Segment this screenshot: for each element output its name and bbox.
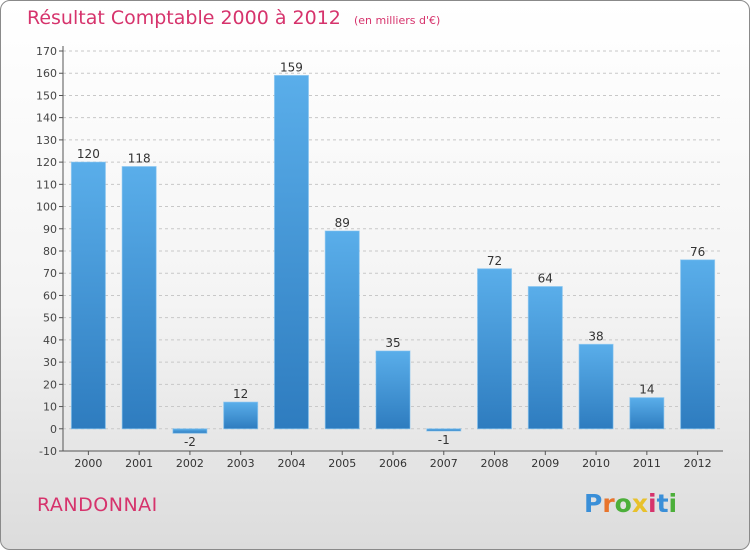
bar: [325, 231, 360, 429]
bar-outline: [426, 428, 462, 432]
bars: [70, 74, 716, 434]
bar: [579, 344, 614, 429]
commune-name: RANDONNAI: [37, 494, 158, 516]
x-tick-label: 2010: [582, 457, 610, 470]
bar-outline: [121, 166, 157, 430]
logo-letter: P: [584, 489, 603, 518]
y-tick-label: 10: [43, 401, 57, 414]
bar: [172, 428, 207, 434]
x-tick-label: 2008: [481, 457, 509, 470]
x-tick-label: 2011: [633, 457, 661, 470]
x-tick-label: 2007: [430, 457, 458, 470]
y-tick-label: 90: [43, 223, 57, 236]
y-tick-label: 100: [36, 201, 57, 214]
y-tick-label: 130: [36, 134, 57, 147]
y-tick-label: 60: [43, 289, 57, 302]
data-label: 118: [128, 152, 151, 166]
bar-outline: [70, 161, 106, 430]
y-tick-label: 150: [36, 89, 57, 102]
data-label: -1: [438, 433, 450, 447]
logo-letter: r: [602, 489, 615, 518]
y-tick-label: 110: [36, 178, 57, 191]
logo-letter: t: [656, 489, 669, 518]
axes: [59, 46, 723, 455]
bar-outline: [629, 397, 665, 430]
data-label: 64: [538, 272, 553, 286]
bar-outline: [375, 350, 411, 430]
x-tick-label: 2012: [684, 457, 712, 470]
bar: [629, 397, 664, 429]
proxiti-logo: Proxiti: [584, 489, 677, 518]
x-tick-label: 2001: [125, 457, 153, 470]
chart-title-block: Résultat Comptable 2000 à 2012 (en milli…: [27, 7, 440, 29]
x-tick-label: 2009: [531, 457, 559, 470]
bar-outline: [273, 74, 309, 430]
bar: [528, 286, 563, 429]
logo-letter: i: [668, 489, 678, 518]
y-tick-label: 20: [43, 378, 57, 391]
x-tick-label: 2005: [328, 457, 356, 470]
bar-outline: [578, 343, 614, 430]
tick-labels: -10 0 10 20 30 40 50 60 70 80 90 100 110 120 130 140 150…: [36, 45, 712, 470]
y-tick-label: 40: [43, 334, 57, 347]
data-label: 72: [487, 254, 502, 268]
bar-outline: [172, 428, 208, 434]
bar-outline: [680, 259, 716, 430]
bar: [680, 259, 715, 429]
x-tick-label: 2006: [379, 457, 407, 470]
y-tick-label: 50: [43, 312, 57, 325]
bar: [477, 268, 512, 429]
bar-outline: [223, 401, 259, 430]
data-label: 76: [690, 245, 705, 259]
data-label: 14: [639, 383, 654, 397]
chart-title: Résultat Comptable 2000 à 2012: [27, 7, 341, 29]
bar: [426, 428, 461, 431]
bar: [122, 166, 157, 429]
bar-outline: [477, 268, 513, 430]
data-labels: 120 118 -2 12 159 89 35 -1 72 64 38 14 76: [77, 60, 705, 449]
data-label: 159: [280, 60, 303, 74]
chart-subtitle: (en milliers d'€): [353, 14, 441, 27]
y-tick-label: 120: [36, 156, 57, 169]
y-tick-label: 30: [43, 356, 57, 369]
y-tick-label: 70: [43, 267, 57, 280]
x-tick-label: 2002: [176, 457, 204, 470]
bar: [223, 402, 258, 429]
bar: [376, 351, 410, 429]
data-label: 120: [77, 147, 100, 161]
bar-outline: [324, 230, 360, 430]
data-label: 12: [233, 387, 248, 401]
logo-letter: o: [614, 489, 632, 518]
logo-letter: i: [648, 489, 657, 518]
y-tick-label: 80: [43, 245, 57, 258]
bar: [274, 75, 309, 429]
bar: [71, 162, 106, 429]
x-tick-label: 2000: [74, 457, 102, 470]
logo-letter: x: [631, 489, 648, 518]
y-tick-label: 140: [36, 112, 57, 125]
data-label: 35: [385, 336, 400, 350]
y-tick-label: 160: [36, 67, 57, 80]
bar-outline: [527, 286, 563, 430]
x-tick-label: 2003: [227, 457, 255, 470]
y-tick-label: 170: [36, 45, 57, 58]
y-tick-label: -10: [39, 445, 57, 458]
data-label: 89: [335, 216, 350, 230]
data-label: 38: [588, 329, 603, 343]
data-label: -2: [184, 435, 196, 449]
y-tick-label: 0: [50, 423, 57, 436]
x-tick-label: 2004: [277, 457, 305, 470]
